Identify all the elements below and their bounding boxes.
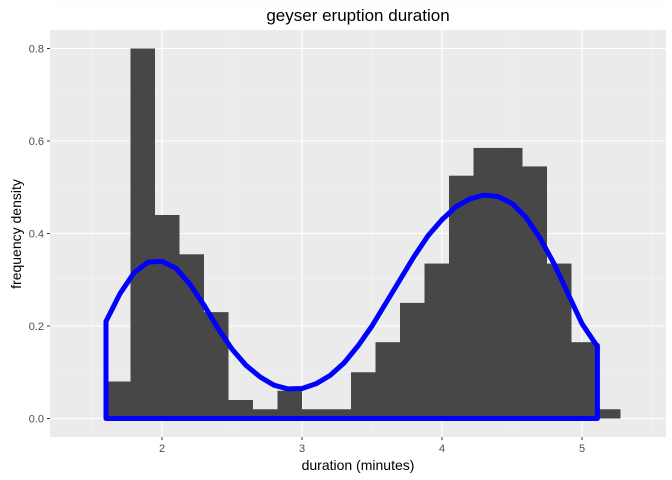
histogram-bar (449, 175, 474, 419)
histogram-bar (326, 409, 351, 419)
histogram-bar (424, 263, 449, 419)
density-curve (103, 192, 600, 421)
y-axis-label: frequency density (8, 179, 24, 289)
x-tick-label: 3 (299, 443, 305, 455)
histogram-bar (498, 147, 523, 419)
x-tick-label: 4 (439, 443, 445, 455)
histogram-bar (155, 215, 180, 419)
histogram-bar (302, 409, 327, 419)
histogram-bar (253, 409, 278, 419)
y-axis-ticks: 0.0 0.2 0.4 0.6 0.8 (29, 44, 50, 426)
histogram-bar (277, 390, 302, 419)
y-tick-label: 0.2 (29, 321, 44, 333)
x-axis-ticks: 2 3 4 5 (159, 437, 585, 455)
histogram-bar (547, 263, 572, 419)
y-tick-label: 0.4 (29, 229, 44, 241)
histogram-bar (351, 372, 376, 419)
x-tick-label: 2 (159, 443, 165, 455)
histogram-bars (106, 48, 621, 419)
y-tick-label: 0.6 (29, 136, 44, 148)
histogram-bar (571, 342, 596, 419)
histogram-bar (522, 166, 547, 419)
histogram-bar (228, 400, 253, 419)
chart-title: geyser eruption duration (266, 6, 449, 25)
histogram-bar (130, 48, 155, 419)
x-tick-label: 5 (579, 443, 585, 455)
histogram-bar (179, 254, 204, 419)
histogram-bar (400, 302, 425, 419)
y-tick-label: 0.8 (29, 44, 44, 56)
histogram-bar (596, 409, 621, 419)
x-axis-label: duration (minutes) (302, 457, 415, 473)
histogram-bar (106, 381, 131, 419)
y-tick-label: 0.0 (29, 414, 44, 426)
histogram-bar (375, 342, 400, 419)
histogram-bar (473, 147, 498, 419)
